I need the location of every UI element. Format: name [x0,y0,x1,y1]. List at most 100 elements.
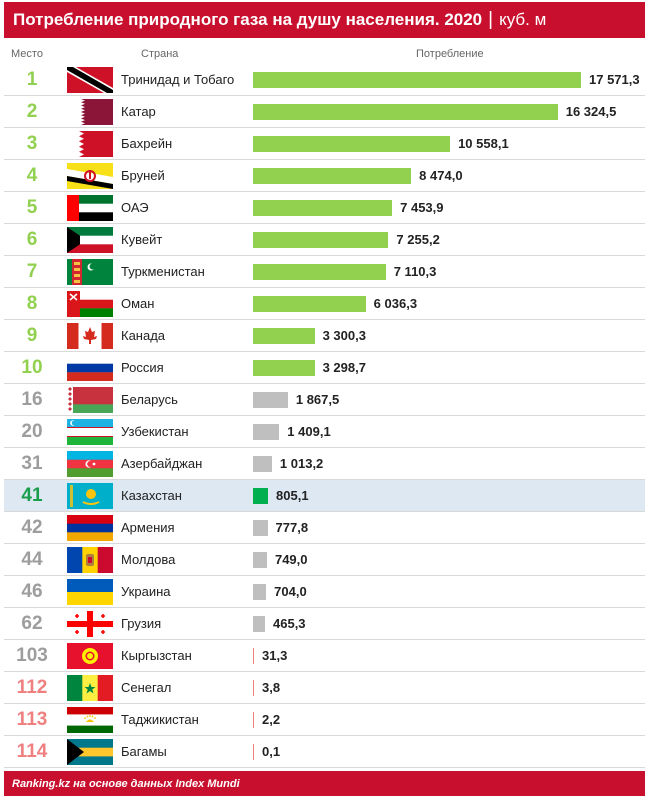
table-row: 103 Кыргызстан 31,3 [4,640,645,672]
rank-label: 16 [21,389,43,410]
rank-label: 8 [26,293,38,314]
table-row: 31 Азербайджан 1 013,2 [4,448,645,480]
country-label: Канада [121,328,166,343]
flag-kyrgyzstan-icon [67,643,113,669]
table-row: 10 Россия 3 298,7 [4,352,645,384]
rank-label: 20 [21,421,43,442]
value-label: 17 571,3 [589,72,640,87]
value-label: 465,3 [273,616,306,631]
column-header-rank: Место [11,48,43,60]
column-header-value: Потребление [416,48,484,60]
chart-title: Потребление природного газа на душу насе… [13,10,483,29]
table-row: 3 Бахрейн 10 558,1 [4,128,645,160]
flag-oman-icon [67,291,113,317]
bar [253,104,558,120]
flag-canada-icon [67,323,113,349]
rank-label: 41 [21,485,43,506]
rank-label: 3 [26,133,38,154]
table-row: 44 Молдова 749,0 [4,544,645,576]
flag-brunei-icon [67,163,113,189]
value-label: 704,0 [274,584,307,599]
country-label: Узбекистан [121,424,189,439]
bar [253,680,254,696]
table-row: 114 Багамы 0,1 [4,736,645,768]
rank-label: 7 [26,261,38,282]
country-label: Багамы [121,744,167,759]
rank-label: 9 [26,325,38,346]
rank-label: 112 [16,677,48,698]
bar [253,712,254,728]
bar [253,520,268,536]
country-label: Кыргызстан [121,648,192,663]
value-label: 8 474,0 [419,168,463,183]
rank-label: 1 [26,69,38,90]
country-label: Азербайджан [121,456,203,471]
flag-kuwait-icon [67,227,113,253]
table-row: 113 Таджикистан 2,2 [4,704,645,736]
value-label: 6 036,3 [373,296,418,311]
country-label: Тринидад и Тобаго [121,72,235,87]
bar [253,296,366,312]
table-row: 8 Оман 6 036,3 [4,288,645,320]
table-row: 2 Катар 16 324,5 [4,96,645,128]
rank-label: 46 [21,581,43,602]
country-label: Оман [121,296,155,311]
flag-kazakhstan-icon [67,483,113,509]
bar [253,328,315,344]
flag-georgia-icon [67,611,113,637]
country-label: Бруней [121,168,165,183]
value-label: 1 867,5 [295,392,340,407]
bar [253,72,581,88]
value-label: 3 298,7 [322,360,366,375]
bar [253,424,280,440]
flag-azerbaijan-icon [67,451,113,477]
country-label: ОАЭ [121,200,149,215]
country-label: Туркменистан [121,264,205,279]
flag-tajikistan-icon [67,707,113,733]
chart-rows: 1 Тринидад и Тобаго 17 571,3 2 Катар 16 324,5… [4,64,645,768]
value-label: 1 013,2 [279,456,324,471]
rank-label: 62 [21,613,43,634]
chart-unit: куб. м [499,10,547,29]
table-row: 42 Армения 777,8 [4,512,645,544]
table-row: 4 Бруней 8 474,0 [4,160,645,192]
bar [253,488,269,504]
bar [253,360,315,376]
table-row: 1 Тринидад и Тобаго 17 571,3 [4,64,645,96]
rank-label: 31 [21,453,43,474]
flag-russia-icon [67,355,113,381]
rank-label: 113 [16,709,48,730]
country-label: Таджикистан [121,712,199,727]
value-label: 777,8 [275,520,309,535]
value-label: 2,2 [262,712,281,727]
value-label: 10 558,1 [458,136,509,151]
flag-turkmenistan-icon [67,259,113,285]
flag-uae-icon [67,195,113,221]
country-label: Сенегал [121,680,172,695]
rank-label: 5 [26,197,38,218]
flag-moldova-icon [67,547,113,573]
value-label: 7 255,2 [396,232,440,247]
bar [253,648,254,664]
header-separator: | [488,9,494,30]
country-label: Армения [121,520,175,535]
value-label: 31,3 [262,648,288,663]
table-row: 9 Канада 3 300,3 [4,320,645,352]
country-label: Грузия [121,616,162,631]
source-note: Ranking.kz на основе данных Index Mundi [12,777,240,790]
value-label: 1 409,1 [287,424,331,439]
rank-label: 114 [16,741,48,762]
value-label: 3,8 [262,680,281,695]
value-label: 0,1 [262,744,281,759]
country-label: Катар [121,104,156,119]
table-row: 46 Украина 704,0 [4,576,645,608]
value-label: 7 453,9 [400,200,444,215]
country-label: Беларусь [121,392,178,407]
flag-qatar-icon [67,99,113,125]
rank-label: 6 [26,229,38,250]
bar [253,136,451,152]
table-row: 16 Беларусь 1 867,5 [4,384,645,416]
country-label: Бахрейн [121,136,173,151]
table-row: 6 Кувейт 7 255,2 [4,224,645,256]
value-label: 7 110,3 [393,264,437,279]
